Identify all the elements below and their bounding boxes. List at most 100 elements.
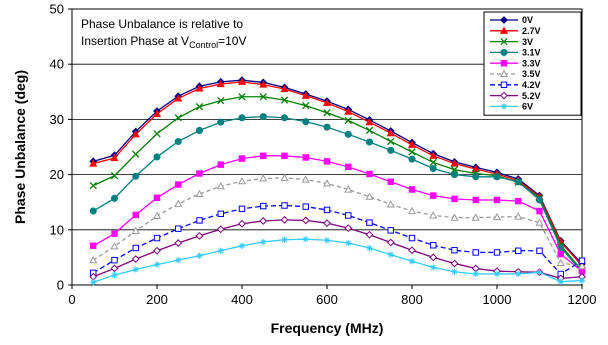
legend-label-3.3V: 3.3V bbox=[522, 58, 541, 68]
data-point-3.5V-1200 bbox=[577, 262, 587, 270]
data-point-3.1V-850 bbox=[429, 164, 437, 173]
data-point-3.1V-1100 bbox=[535, 196, 544, 204]
data-point-2.7V-650 bbox=[344, 107, 353, 115]
data-point-6V-700 bbox=[366, 244, 373, 252]
data-point-3.3V-100 bbox=[111, 230, 118, 237]
data-point-3.5V-1000 bbox=[492, 212, 502, 221]
data-point-3.1V-50 bbox=[89, 207, 97, 215]
data-point-5.2V-850 bbox=[429, 253, 438, 262]
data-point-3.5V-600 bbox=[322, 179, 332, 187]
data-point-5.2V-300 bbox=[195, 231, 204, 240]
data-point-6V-900 bbox=[451, 268, 458, 275]
data-point-3.5V-1150 bbox=[556, 258, 565, 266]
data-point-3.5V-650 bbox=[344, 185, 353, 193]
data-point-3.5V-100 bbox=[110, 242, 119, 250]
data-point-6V-500 bbox=[281, 236, 288, 243]
data-point-2.7V-700 bbox=[365, 117, 374, 126]
data-point-3.1V-800 bbox=[408, 155, 416, 163]
data-point-3.1V-650 bbox=[344, 130, 352, 138]
data-point-3.1V-750 bbox=[387, 146, 395, 154]
data-point-3.1V-1050 bbox=[514, 178, 522, 186]
data-point-2.7V-450 bbox=[259, 80, 268, 88]
data-point-3.5V-1100 bbox=[535, 218, 544, 226]
legend-label-3.5V: 3.5V bbox=[522, 69, 541, 79]
data-point-6V-750 bbox=[387, 251, 394, 258]
series-3.3V bbox=[90, 152, 586, 275]
data-point-3.5V-400 bbox=[237, 176, 247, 185]
legend-item-0V: 0V bbox=[490, 15, 533, 25]
series-line-3.5V bbox=[92, 177, 583, 267]
legend-marker-0V bbox=[500, 16, 508, 24]
legend-marker-3.3V bbox=[500, 59, 508, 67]
data-point-5.2V-800 bbox=[408, 246, 416, 255]
data-point-3.1V-1000 bbox=[493, 173, 501, 181]
data-point-3V-900 bbox=[450, 165, 459, 174]
data-point-3.5V-50 bbox=[89, 255, 98, 264]
data-point-3.3V-700 bbox=[366, 170, 373, 178]
legend-label-3V: 3V bbox=[522, 37, 533, 47]
data-point-3V-600 bbox=[323, 109, 331, 117]
data-point-3.5V-700 bbox=[365, 192, 374, 200]
data-point-4.2V-150 bbox=[132, 244, 139, 252]
data-point-2.7V-100 bbox=[110, 153, 119, 162]
data-point-3.5V-900 bbox=[450, 213, 459, 221]
data-point-3.1V-200 bbox=[153, 153, 161, 161]
data-point-3.3V-800 bbox=[408, 186, 416, 193]
data-point-3.5V-800 bbox=[407, 206, 417, 215]
data-point-3V-300 bbox=[195, 103, 204, 111]
data-point-3V-850 bbox=[429, 158, 437, 167]
data-point-3.5V-500 bbox=[280, 173, 289, 181]
data-point-6V-1050 bbox=[515, 270, 522, 278]
data-point-5.2V-150 bbox=[131, 255, 140, 263]
annotation-line-2-subscript: Control bbox=[189, 40, 218, 50]
data-point-3.3V-850 bbox=[430, 192, 437, 199]
x-tick-label: 0 bbox=[68, 292, 75, 307]
legend-label-2.7V: 2.7V bbox=[522, 26, 541, 36]
data-point-6V-1000 bbox=[493, 270, 501, 278]
data-point-2.7V-350 bbox=[216, 79, 225, 88]
data-point-6V-150 bbox=[132, 266, 139, 273]
data-point-6V-1200 bbox=[578, 277, 586, 284]
data-point-4.2V-750 bbox=[387, 227, 394, 234]
data-point-3.1V-900 bbox=[450, 171, 459, 179]
series-line-6V bbox=[93, 238, 583, 283]
annotation-box: Phase Unbalance is relative to Insertion… bbox=[76, 13, 286, 53]
data-point-3.3V-900 bbox=[451, 195, 458, 203]
data-point-3.3V-750 bbox=[387, 178, 394, 185]
data-point-5.2V-450 bbox=[259, 217, 268, 225]
x-tick-label: 600 bbox=[316, 292, 338, 307]
data-point-3.3V-500 bbox=[281, 152, 288, 160]
series-6V bbox=[90, 235, 586, 286]
y-tick-label: 0 bbox=[57, 278, 64, 293]
x-tick-label: 400 bbox=[231, 292, 253, 307]
data-point-2.7V-150 bbox=[131, 130, 140, 138]
data-point-5.2V-550 bbox=[301, 216, 310, 225]
data-point-4.2V-500 bbox=[281, 202, 288, 209]
data-point-2.7V-550 bbox=[301, 91, 310, 99]
legend-item-2.7V: 2.7V bbox=[490, 26, 541, 36]
data-point-3.3V-150 bbox=[132, 211, 139, 219]
data-point-4.2V-1050 bbox=[515, 247, 522, 254]
legend-label-3.1V: 3.1V bbox=[522, 48, 541, 58]
data-point-3.1V-100 bbox=[110, 194, 119, 202]
data-point-3.3V-300 bbox=[196, 170, 203, 177]
data-point-5.2V-250 bbox=[174, 239, 183, 247]
data-point-6V-650 bbox=[345, 239, 352, 247]
data-point-6V-50 bbox=[90, 279, 97, 286]
data-point-4.2V-100 bbox=[111, 256, 118, 264]
data-point-6V-950 bbox=[472, 270, 479, 278]
data-point-3V-700 bbox=[365, 126, 374, 135]
legend-label-4.2V: 4.2V bbox=[522, 80, 541, 90]
data-point-3V-50 bbox=[89, 181, 97, 190]
data-point-3.3V-550 bbox=[302, 154, 309, 161]
data-point-3V-100 bbox=[110, 172, 119, 180]
data-point-3.3V-450 bbox=[260, 152, 267, 160]
data-point-3.3V-1000 bbox=[493, 196, 501, 204]
data-point-6V-850 bbox=[430, 264, 437, 271]
data-point-3V-450 bbox=[259, 93, 267, 101]
series-line-4.2V bbox=[92, 204, 583, 275]
x-tick-label: 200 bbox=[146, 292, 168, 307]
data-point-5.2V-900 bbox=[450, 259, 459, 268]
data-point-4.2V-1200 bbox=[578, 257, 586, 264]
